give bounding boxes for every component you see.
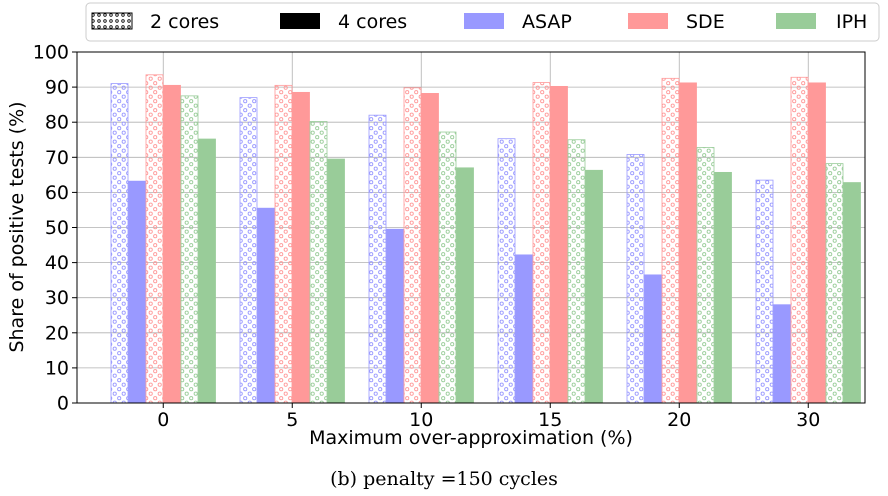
bar-sde-2-cores — [790, 76, 809, 404]
bar-iph-2-cores — [825, 163, 844, 404]
y-tick-label: 80 — [45, 112, 69, 134]
bar-sde-4-cores — [292, 91, 310, 404]
legend-label-sde: SDE — [686, 11, 725, 33]
bar-asap-4-cores — [386, 228, 404, 404]
y-tick-label: 50 — [45, 217, 69, 239]
y-tick-label: 90 — [45, 77, 69, 99]
bar-asap-4-cores — [128, 180, 146, 404]
bar-iph-4-cores — [585, 169, 603, 404]
bar-sde-2-cores — [145, 74, 164, 404]
x-tick-label: 15 — [538, 409, 562, 431]
legend-swatch-4-cores — [280, 13, 320, 29]
bar-iph-4-cores — [456, 167, 474, 404]
y-axis-label: Share of positive tests (%) — [6, 101, 28, 352]
legend-label-asap: ASAP — [522, 11, 572, 33]
x-tick-label: 10 — [409, 409, 433, 431]
bar-sde-4-cores — [163, 84, 181, 404]
bar-asap-2-cores — [110, 83, 129, 404]
x-tick-label: 0 — [157, 409, 169, 431]
bar-iph-4-cores — [198, 138, 216, 404]
axis-ticks: 0 10 20 30 40 50 60 70 80 90 100 0 5 10 15 20 30 — [33, 42, 821, 432]
bar-asap-4-cores — [773, 304, 791, 404]
bar-asap-4-cores — [257, 207, 275, 404]
bar-sde-2-cores — [661, 77, 680, 404]
y-tick-label: 100 — [33, 42, 69, 64]
bar-iph-2-cores — [696, 147, 715, 404]
y-tick-label: 0 — [57, 393, 69, 415]
bar-asap-2-cores — [239, 97, 258, 404]
bar-iph-2-cores — [438, 131, 457, 404]
legend-swatch-asap — [464, 13, 504, 29]
bar-iph-4-cores — [843, 182, 861, 404]
y-tick-label: 30 — [45, 287, 69, 309]
bar-sde-4-cores — [550, 85, 568, 404]
x-tick-label: 20 — [667, 409, 691, 431]
bar-sde-2-cores — [532, 82, 551, 404]
bar-asap-4-cores — [644, 274, 662, 404]
legend-label-2-cores: 2 cores — [150, 11, 219, 33]
legend-label-iph: IPH — [836, 11, 867, 33]
legend-label-4-cores: 4 cores — [338, 11, 407, 33]
y-tick-label: 70 — [45, 147, 69, 169]
bar-iph-2-cores — [180, 95, 199, 404]
bar-sde-4-cores — [679, 82, 697, 404]
y-tick-label: 60 — [45, 182, 69, 204]
x-tick-label: 5 — [286, 409, 298, 431]
bar-sde-2-cores — [403, 87, 422, 404]
y-tick-label: 40 — [45, 252, 69, 274]
bar-asap-2-cores — [626, 154, 645, 404]
legend-swatch-sde — [628, 13, 668, 29]
bar-asap-4-cores — [515, 254, 533, 404]
figure-caption: (b) penalty =150 cycles — [330, 468, 558, 490]
bar-sde-4-cores — [421, 93, 439, 404]
x-tick-label: 30 — [796, 409, 820, 431]
legend-swatch-iph — [776, 13, 816, 29]
legend: 2 cores 4 cores ASAP SDE IPH — [85, 2, 880, 42]
bar-iph-2-cores — [567, 139, 586, 404]
bar-sde-2-cores — [274, 84, 293, 404]
bar-iph-2-cores — [309, 121, 328, 404]
y-tick-label: 20 — [45, 322, 69, 344]
bar-asap-2-cores — [497, 138, 516, 404]
bar-iph-4-cores — [327, 158, 345, 404]
bar-asap-2-cores — [755, 179, 774, 404]
bar-sde-4-cores — [808, 82, 826, 404]
bar-iph-4-cores — [714, 171, 732, 404]
y-tick-label: 10 — [45, 357, 69, 379]
x-axis-label: Maximum over-approximation (%) — [309, 427, 633, 449]
legend-swatch-2-cores — [91, 12, 133, 30]
bar-asap-2-cores — [368, 114, 387, 404]
bars-group — [110, 74, 861, 404]
